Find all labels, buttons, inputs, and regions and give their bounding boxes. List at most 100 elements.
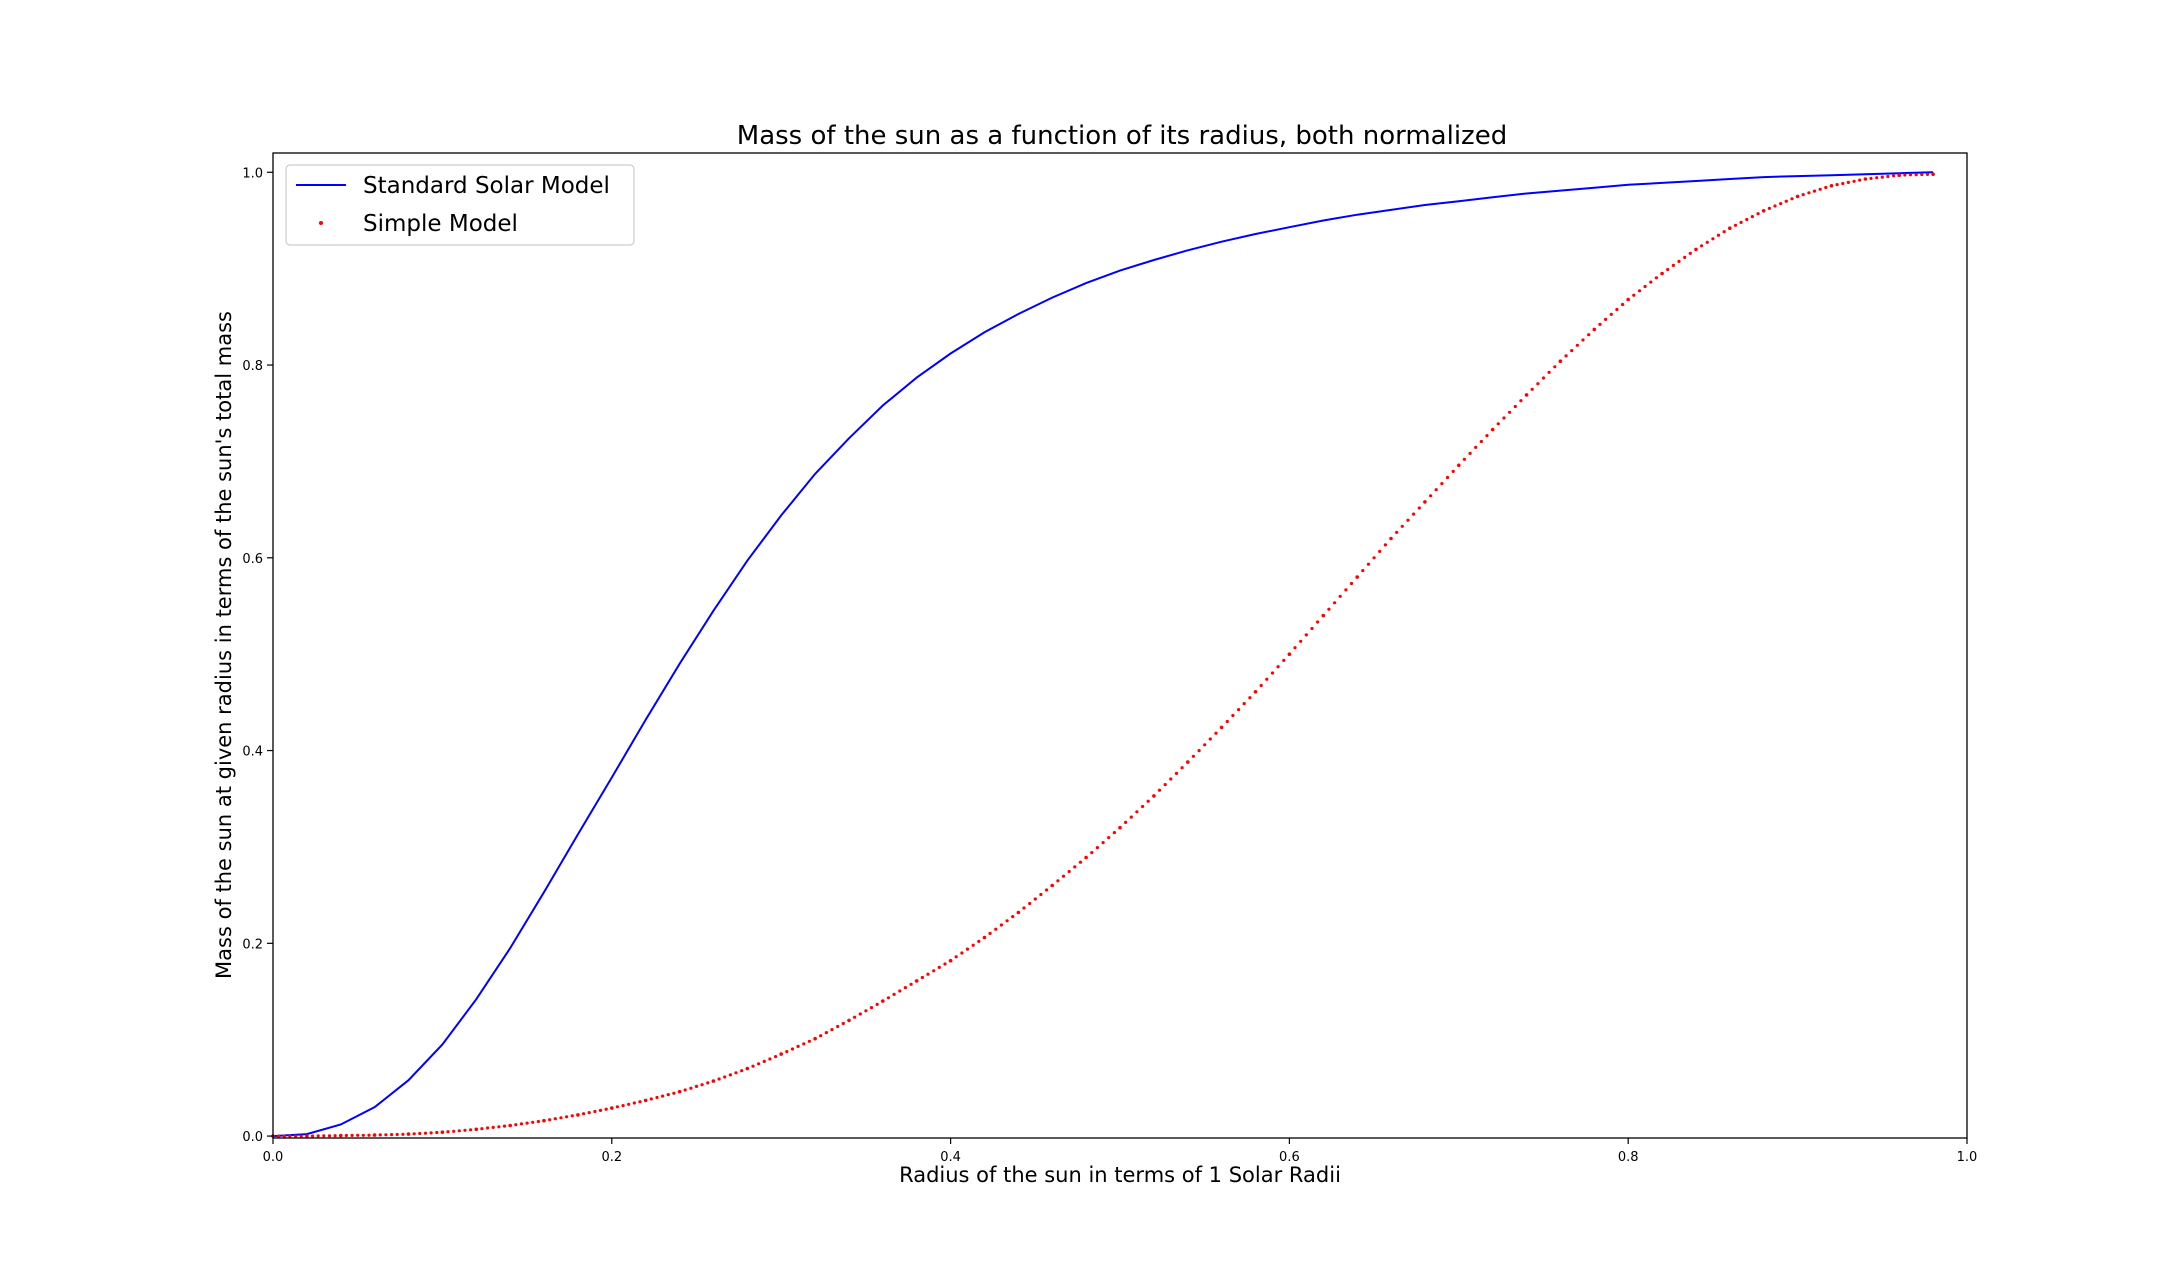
scatter-point: [1327, 607, 1331, 611]
scatter-point: [310, 1134, 315, 1138]
scatter-point: [514, 1123, 518, 1127]
x-tick-label: 0.8: [1618, 1150, 1639, 1165]
scatter-point: [1253, 690, 1258, 694]
scatter-point: [858, 1012, 862, 1016]
scatter-point: [937, 965, 941, 970]
scatter-point: [610, 1106, 614, 1110]
scatter-point: [401, 1132, 405, 1136]
scatter-point: [1637, 289, 1642, 293]
scatter-point: [1434, 488, 1438, 492]
scatter-point: [1101, 841, 1105, 845]
scatter-point: [1920, 172, 1924, 177]
scatter-point: [344, 1133, 348, 1138]
scatter-point: [502, 1124, 507, 1128]
scatter-point: [1502, 416, 1506, 420]
plot-area: [271, 171, 1935, 1138]
scatter-point: [1287, 652, 1292, 656]
scatter-point: [1598, 322, 1602, 326]
scatter-point: [559, 1116, 563, 1120]
scatter-point: [1722, 230, 1726, 234]
scatter-point: [1378, 549, 1382, 554]
scatter-point: [1406, 518, 1410, 522]
scatter-point: [322, 1134, 326, 1138]
scatter-point: [869, 1006, 874, 1010]
scatter-point: [1186, 760, 1190, 764]
scatter-point: [1248, 696, 1252, 700]
scatter-point: [1666, 267, 1670, 272]
scatter-point: [1169, 777, 1173, 781]
scatter-point: [1270, 671, 1275, 675]
scatter-point: [892, 992, 896, 997]
scatter-point: [1490, 427, 1495, 432]
scatter-point: [1152, 794, 1156, 798]
scatter-point: [1570, 349, 1574, 353]
scatter-point: [1677, 259, 1681, 263]
scatter-point: [1265, 677, 1269, 681]
scatter-point: [1022, 906, 1026, 910]
scatter-point: [463, 1128, 467, 1132]
scatter-point: [1423, 500, 1427, 504]
series-scatter-simple-model: [271, 172, 1935, 1138]
scatter-point: [1739, 220, 1743, 224]
scatter-point: [1541, 376, 1546, 380]
scatter-point: [565, 1115, 569, 1119]
scatter-point: [875, 1002, 879, 1007]
scatter-point: [1429, 494, 1433, 498]
scatter-point: [757, 1062, 761, 1066]
scatter-point: [429, 1131, 433, 1135]
scatter-point: [1784, 199, 1788, 203]
scatter-point: [1333, 601, 1337, 605]
scatter-point: [587, 1111, 591, 1115]
scatter-point: [1276, 665, 1280, 669]
scatter-point: [1203, 743, 1207, 747]
scatter-point: [446, 1130, 450, 1134]
scatter-point: [474, 1127, 479, 1132]
scatter-point: [621, 1104, 625, 1108]
scatter-point: [1299, 639, 1303, 643]
scatter-point: [689, 1086, 693, 1090]
scatter-point: [339, 1133, 343, 1138]
scatter-point: [1355, 575, 1359, 579]
scatter-point: [497, 1125, 501, 1129]
scatter-point: [1146, 799, 1150, 803]
scatter-point: [903, 986, 908, 990]
scatter-point: [1118, 825, 1122, 830]
scatter-point: [1214, 731, 1218, 735]
scatter-point: [356, 1133, 360, 1137]
scatter-point: [1310, 626, 1314, 631]
scatter-point: [288, 1134, 292, 1138]
y-tick-label: 0.0: [242, 1130, 263, 1145]
scatter-point: [965, 947, 970, 951]
scatter-point: [593, 1109, 597, 1114]
scatter-point: [886, 996, 891, 1000]
scatter-point: [1660, 271, 1664, 276]
scatter-point: [294, 1134, 298, 1138]
scatter-point: [1005, 919, 1009, 923]
scatter-point: [655, 1095, 659, 1100]
y-axis-label: Mass of the sun at given radius in terms…: [212, 311, 236, 979]
scatter-point: [1604, 317, 1608, 321]
scatter-point: [1016, 910, 1021, 915]
scatter-point: [1361, 569, 1365, 573]
scatter-point: [1869, 176, 1873, 180]
scatter-point: [1632, 293, 1636, 297]
scatter-point: [1914, 173, 1918, 177]
scatter-point: [898, 989, 902, 993]
scatter-point: [734, 1071, 738, 1075]
scatter-point: [881, 999, 885, 1003]
y-tick-label: 0.6: [242, 552, 263, 567]
x-tick-label: 0.4: [940, 1150, 961, 1165]
scatter-point: [677, 1089, 682, 1094]
scatter-point: [638, 1100, 642, 1104]
scatter-point: [1892, 174, 1896, 178]
scatter-point: [1581, 338, 1585, 342]
scatter-point: [661, 1094, 665, 1098]
scatter-point: [960, 951, 964, 955]
scatter-point: [367, 1133, 371, 1137]
scatter-point: [1084, 855, 1088, 860]
scatter-point: [723, 1075, 727, 1079]
scatter-point: [853, 1015, 857, 1019]
scatter-point: [1694, 247, 1698, 252]
scatter-point: [1028, 901, 1032, 906]
scatter-point: [1767, 206, 1771, 210]
